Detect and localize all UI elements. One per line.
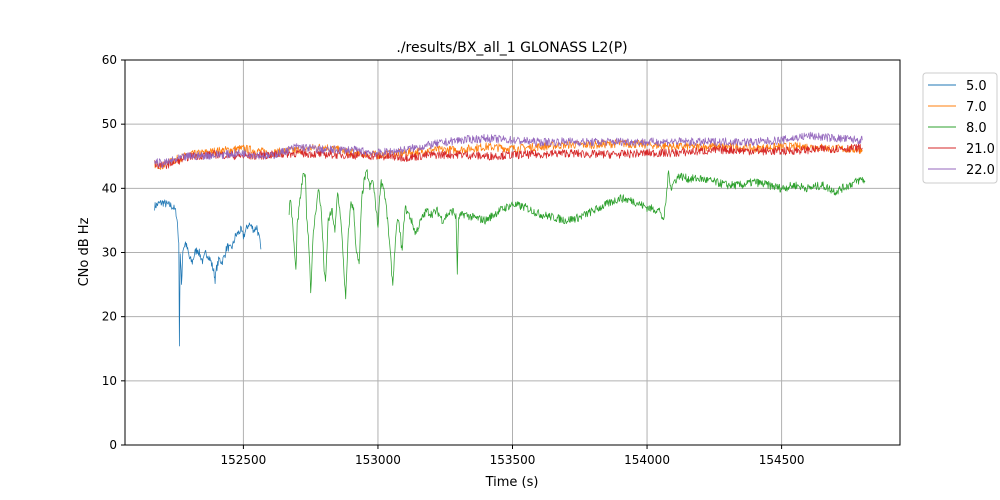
y-tick-label: 30	[102, 246, 117, 260]
y-tick-label: 20	[102, 310, 117, 324]
legend-label: 21.0	[966, 142, 995, 157]
legend-label: 5.0	[966, 79, 987, 94]
x-tick-label: 154000	[624, 453, 670, 467]
x-tick-label: 153500	[490, 453, 536, 467]
y-tick-label: 10	[102, 374, 117, 388]
legend-label: 7.0	[966, 100, 987, 115]
grid	[125, 60, 900, 445]
x-tick-label: 153000	[355, 453, 401, 467]
series-lines	[154, 131, 866, 347]
x-axis-ticks: 152500 153000 153500 154000 154500	[220, 445, 805, 467]
x-axis-label: Time (s)	[485, 475, 539, 490]
y-tick-label: 50	[102, 117, 117, 131]
series-line-5-0	[154, 199, 262, 347]
chart-title: ./results/BX_all_1 GLONASS L2(P)	[396, 40, 627, 56]
series-line-8-0	[288, 169, 866, 300]
y-tick-label: 60	[102, 53, 117, 67]
y-tick-label: 0	[109, 438, 117, 452]
y-axis-ticks: 0 10 20 30 40 50 60	[102, 53, 125, 452]
legend-box	[922, 72, 998, 184]
legend: 5.0 7.0 8.0 21.0 22.0	[922, 72, 998, 184]
series-line-7-0	[154, 139, 863, 170]
legend-label: 8.0	[966, 121, 987, 136]
series-line-22-0	[154, 131, 863, 169]
x-tick-label: 152500	[220, 453, 266, 467]
legend-label: 22.0	[966, 163, 995, 178]
y-axis-label: CNo dB Hz	[77, 217, 92, 286]
y-tick-label: 40	[102, 181, 117, 195]
x-tick-label: 154500	[759, 453, 805, 467]
